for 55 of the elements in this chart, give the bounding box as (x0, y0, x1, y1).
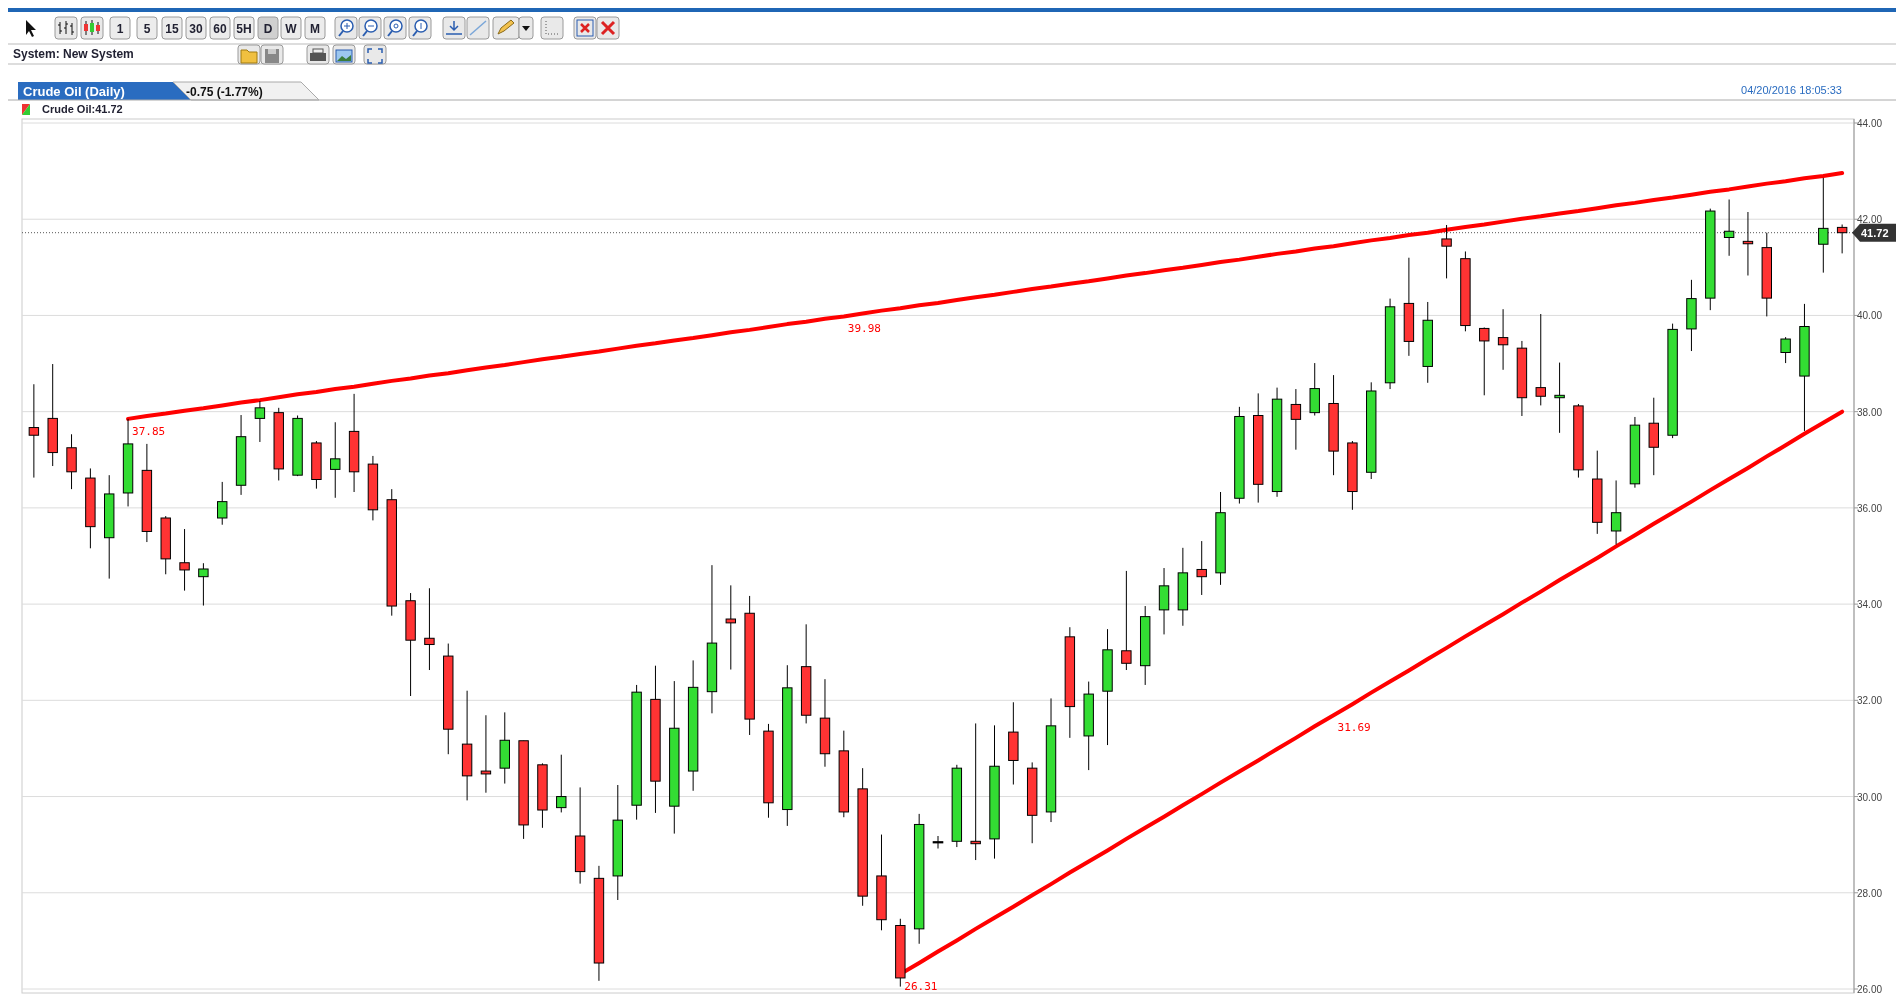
candlestick (1554, 362, 1565, 434)
y-tick-label: 42.00 (1857, 214, 1883, 226)
candlestick (28, 383, 40, 479)
candlestick (556, 754, 567, 813)
toolbar-button[interactable]: 5 (136, 16, 158, 40)
candlestick (1121, 570, 1132, 671)
text: 04/20/2016 18:05:33 (1741, 84, 1842, 96)
candlestick (179, 528, 190, 592)
candlestick (217, 481, 228, 526)
candlestick (932, 835, 944, 850)
y-tick-label: 26.00 (1857, 984, 1883, 995)
toolbar-button[interactable]: M (304, 16, 326, 40)
candlestick (1723, 199, 1735, 257)
candlestick (480, 714, 492, 794)
toolbar-button[interactable]: 1 (109, 16, 131, 40)
chart-subtitle: -0.75 (-1.77%) (186, 85, 263, 99)
data-label: 31.69 (1337, 721, 1371, 735)
y-tick-label: 40.00 (1857, 310, 1883, 322)
candlestick (1610, 479, 1622, 545)
candlestick (198, 562, 209, 607)
y-tick-label: 36.00 (1857, 502, 1883, 514)
candlestick (1535, 313, 1546, 406)
data-label: 37.85 (132, 424, 166, 438)
text: Crude Oil:41.72 (42, 103, 123, 115)
y-tick-label: 38.00 (1857, 406, 1883, 418)
toolbar-button[interactable]: 30 (185, 16, 207, 40)
candlestick (970, 722, 981, 861)
toolbar-button[interactable]: 5H (233, 16, 255, 40)
candlestick (254, 400, 266, 443)
toolbar-button[interactable]: 60 (209, 16, 231, 40)
candlestick (725, 584, 737, 671)
toolbar-button[interactable]: D (257, 16, 279, 40)
candlestick (424, 587, 435, 671)
candlestick (1836, 224, 1848, 254)
candlestick (1196, 540, 1207, 596)
y-tick-label: 32.00 (1857, 695, 1883, 707)
candlestick (1479, 326, 1490, 396)
toolbar-button[interactable]: 15 (161, 16, 183, 40)
candlestick (1290, 388, 1302, 451)
candlestick (1780, 336, 1791, 364)
candlestick (1818, 177, 1829, 274)
y-tick-label: 28.00 (1857, 887, 1883, 899)
y-tick-label: 44.00 (1857, 118, 1883, 129)
y-tick-label: 30.00 (1857, 791, 1883, 803)
data-label: 39.98 (847, 322, 881, 336)
chart-title: Crude Oil (Daily) (23, 84, 125, 99)
ref-line-label: 41.72 (1861, 226, 1889, 239)
text: System: New System (13, 47, 134, 61)
toolbar-button[interactable]: W (280, 16, 302, 40)
candlestick (1441, 224, 1452, 279)
data-label: 26.31 (904, 980, 938, 994)
y-tick-label: 34.00 (1857, 599, 1883, 611)
line-series (126, 171, 1845, 421)
candlestick (1497, 308, 1509, 371)
candlestick (330, 421, 341, 499)
